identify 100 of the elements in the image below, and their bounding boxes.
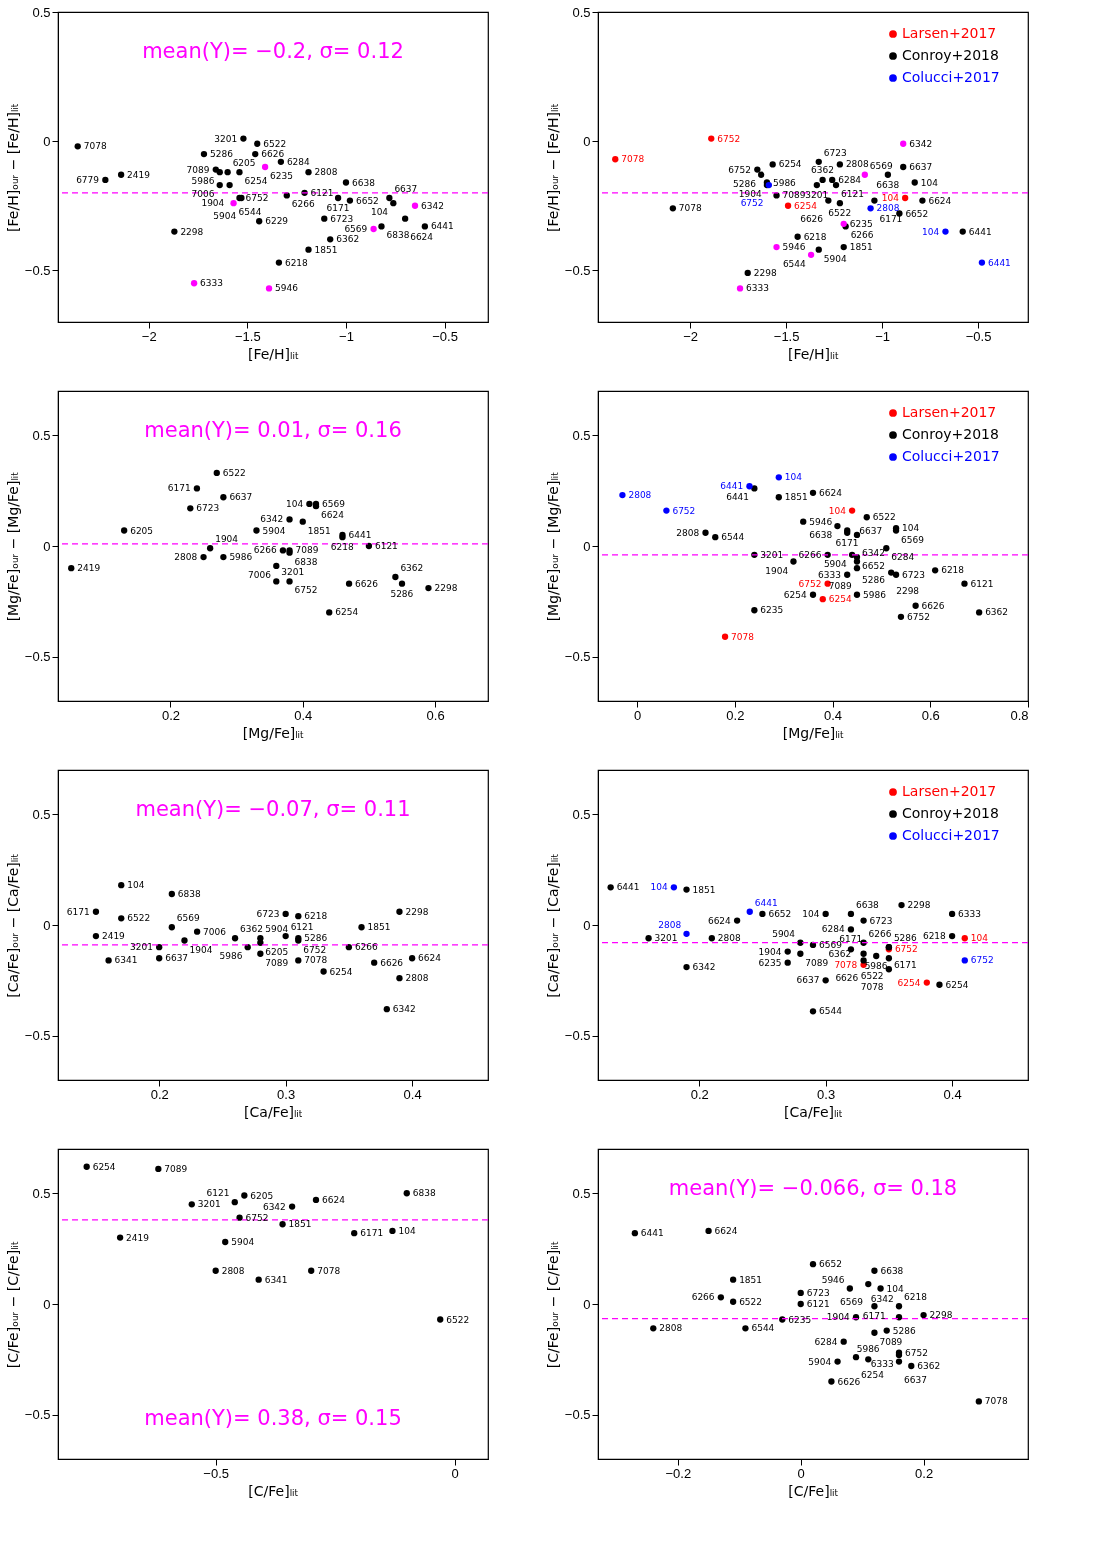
annotation: 1851 (692, 884, 716, 895)
annotation: 104 (970, 933, 989, 944)
y-axis-title: [Mg/Fe]ₒᵤᵣ − [Mg/Fe]ₗᵢₜ (4, 471, 21, 622)
annotation: 6441 (720, 481, 744, 492)
annotation: 6522 (222, 467, 246, 478)
y-tick-label: 0 (583, 1296, 591, 1312)
annotation: 6333 (958, 908, 982, 919)
legend-label: Colucci+2017 (902, 448, 1000, 464)
annotation: 104 (370, 207, 389, 218)
y-tick-label: 0.5 (572, 427, 591, 443)
annotation: 6205 (232, 158, 256, 169)
annotation: 6254 (794, 200, 818, 211)
annotation: 7078 (678, 203, 703, 214)
legend-label: Conroy+2018 (902, 47, 999, 63)
annotation: 6544 (819, 1006, 843, 1017)
x-tick-label: −2 (141, 328, 157, 344)
annotation: 6362 (336, 234, 360, 245)
legend-label: Conroy+2018 (902, 426, 999, 442)
annotation: 6254 (92, 1161, 116, 1172)
annotation: 6284 (891, 552, 915, 563)
annotation: 2808 (845, 159, 870, 170)
annotation: 1904 (826, 1312, 850, 1323)
annotation: 6637 (165, 953, 189, 964)
y-tick-label: 0.5 (32, 806, 51, 822)
annotation: 7078 (984, 1396, 1009, 1407)
x-tick-label: −1.5 (773, 328, 800, 344)
annotation: 6284 (821, 924, 845, 935)
annotation: 6254 (783, 589, 807, 600)
annotation: 3201 (654, 933, 678, 944)
annotation: 6638 (880, 1265, 904, 1276)
y-tick-label: 0 (43, 133, 51, 149)
annotation: 7089 (879, 1336, 903, 1347)
annotation: 6205 (250, 1190, 274, 1201)
annotation: 6752 (906, 611, 930, 622)
annotation: 6218 (330, 542, 355, 553)
x-tick-label: 0.2 (915, 1465, 934, 1481)
annotation: 3201 (760, 549, 784, 560)
annotation: 6362 (811, 164, 834, 175)
annotation: 5946 (809, 516, 833, 527)
x-tick-label: 0.2 (150, 1086, 169, 1102)
x-axis-title: [Mg/Fe]ₗᵢₜ (782, 724, 845, 741)
annotation: 6626 (835, 973, 859, 984)
annotation: 6544 (238, 207, 262, 218)
annotation: 6569 (176, 913, 200, 924)
annotation: 5904 (823, 558, 848, 569)
y-tick-label: −0.5 (24, 649, 51, 665)
annotation: 6723 (256, 908, 280, 919)
annotation: mean(Y)= −0.066, σ= 0.18 (668, 1176, 958, 1200)
annotation: 6205 (265, 946, 289, 957)
annotation: 7078 (731, 631, 755, 642)
annotation: 2808 (221, 1265, 245, 1276)
x-axis-title: [Mg/Fe]ₗᵢₜ (242, 724, 305, 741)
annotation: 5986 (191, 176, 215, 187)
annotation: 6626 (355, 578, 379, 589)
annotation: 6218 (284, 257, 309, 268)
annotation: 6652 (355, 195, 379, 206)
annotation: 104 (922, 226, 940, 237)
x-tick-label: −0.2 (665, 1465, 692, 1481)
annotation: 5286 (209, 149, 234, 160)
annotation: 6624 (321, 510, 345, 521)
annotation: 6544 (782, 258, 807, 269)
annotation: 5904 (213, 211, 237, 221)
annotation: 5946 (821, 1274, 845, 1285)
annotation: 6522 (127, 913, 151, 924)
annotation: 5946 (782, 242, 806, 253)
annotation: 6235 (758, 957, 782, 968)
annotation: mean(Y)= 0.38, σ= 0.15 (144, 1406, 402, 1430)
annotation: 7006 (248, 569, 272, 580)
annotation: mean(Y)= 0.01, σ= 0.16 (144, 418, 402, 442)
annotation: 6752 (905, 1347, 928, 1358)
annotation: 6266 (253, 545, 277, 556)
y-axis-title: [C/Fe]ₒᵤᵣ − [C/Fe]ₗᵢₜ (544, 1240, 561, 1369)
annotation: 2419 (101, 931, 126, 942)
annotation: 6284 (838, 174, 862, 185)
annotation: 6626 (380, 957, 404, 968)
annotation: 6362 (985, 607, 1009, 618)
annotation: 6624 (410, 231, 434, 242)
legend-label: Colucci+2017 (902, 827, 1000, 843)
annotation: 6441 (640, 1228, 664, 1239)
y-tick-label: 0.5 (32, 427, 51, 443)
annotation: 6171 (360, 1228, 384, 1239)
annotation: 1851 (367, 922, 391, 933)
annotation: 6441 (430, 221, 454, 232)
annotation: 6266 (868, 928, 892, 939)
annotation: 6626 (800, 213, 824, 224)
annotation: 6205 (130, 525, 154, 536)
annotation: 7078 (317, 1265, 341, 1276)
annotation: 104 (886, 1283, 905, 1294)
annotation: 6218 (922, 931, 947, 942)
annotation: 104 (127, 880, 145, 891)
annotation: 1904 (765, 565, 789, 576)
annotation: 6121 (374, 541, 398, 551)
annotation: 1904 (215, 534, 239, 545)
annotation: 7089 (782, 190, 806, 201)
annotation: 7078 (860, 982, 884, 993)
annotation: 6362 (917, 1361, 941, 1371)
x-tick-label: 0.2 (726, 707, 745, 723)
annotation: 5986 (772, 177, 797, 188)
annotation: 5904 (262, 525, 286, 536)
annotation: 6121 (970, 578, 994, 589)
